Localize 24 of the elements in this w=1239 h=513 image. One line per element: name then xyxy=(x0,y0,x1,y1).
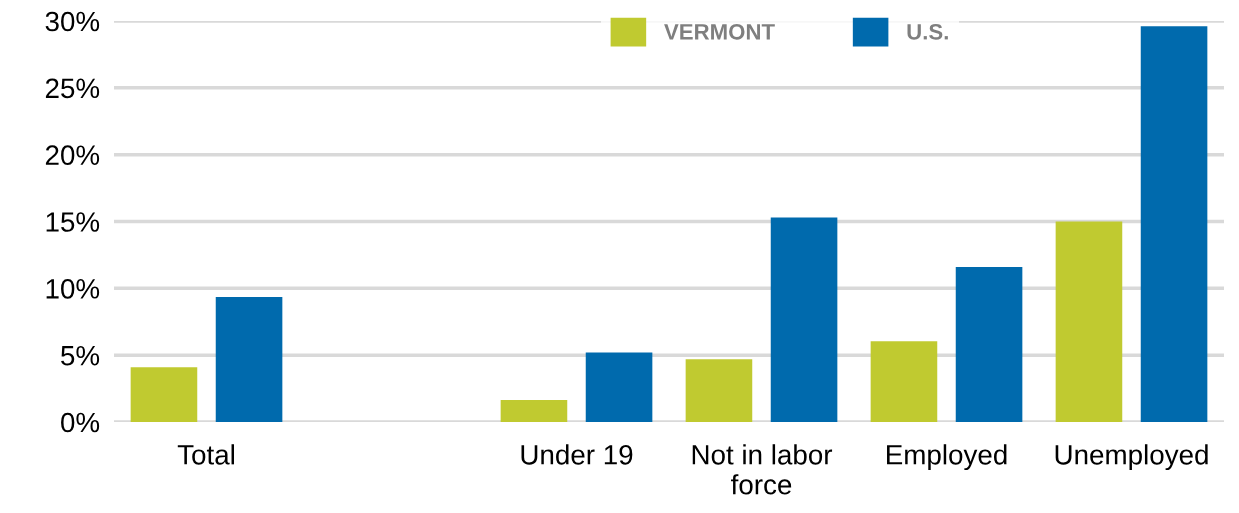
bar xyxy=(130,367,198,422)
y-tick-label: 10% xyxy=(46,279,100,299)
bar xyxy=(955,266,1023,422)
bar xyxy=(1055,221,1123,422)
x-tick-label: Under 19 xyxy=(521,444,633,465)
y-tick-label: 20% xyxy=(45,145,100,166)
y-tick-label: 25% xyxy=(45,78,100,99)
legend-label: U.S. xyxy=(907,23,948,40)
bar xyxy=(500,399,568,422)
y-tick-label: 5% xyxy=(61,345,100,366)
x-tick-label: Not in labor force xyxy=(692,444,833,495)
bar xyxy=(685,359,753,422)
bar xyxy=(870,341,938,422)
y-tick-label: 0% xyxy=(61,412,100,433)
x-tick-label: Unemployed xyxy=(1055,444,1208,471)
bar xyxy=(215,297,283,422)
x-tick-label: Employed xyxy=(887,444,1007,471)
bar xyxy=(585,352,653,422)
y-tick-label: 15% xyxy=(46,212,100,232)
x-tick-label: Total xyxy=(177,444,234,465)
bar xyxy=(1140,26,1208,422)
y-tick-label: 30% xyxy=(45,11,100,32)
bar xyxy=(770,217,838,422)
legend-label: VERMONT xyxy=(664,23,775,40)
